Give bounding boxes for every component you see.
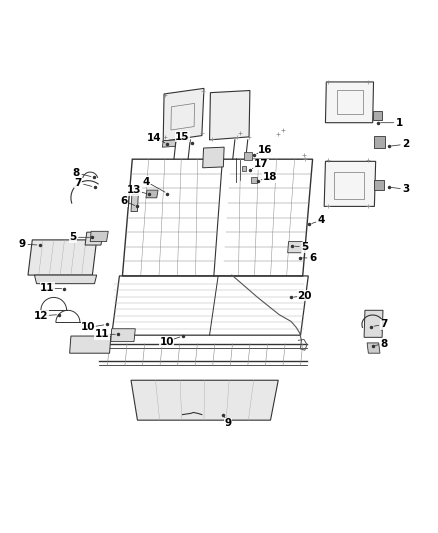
- Text: 2: 2: [402, 139, 410, 149]
- Bar: [251, 177, 257, 183]
- Text: 18: 18: [262, 172, 277, 182]
- Text: 9: 9: [224, 418, 231, 428]
- FancyBboxPatch shape: [373, 111, 382, 120]
- Text: 16: 16: [258, 145, 272, 155]
- Polygon shape: [90, 231, 108, 241]
- Text: 4: 4: [142, 176, 150, 187]
- Text: 11: 11: [40, 283, 55, 293]
- Polygon shape: [131, 380, 278, 420]
- FancyBboxPatch shape: [374, 136, 385, 148]
- Polygon shape: [209, 91, 250, 140]
- Text: 10: 10: [81, 322, 96, 333]
- Polygon shape: [364, 310, 383, 337]
- Text: 12: 12: [34, 311, 48, 321]
- FancyBboxPatch shape: [374, 180, 384, 190]
- Polygon shape: [325, 82, 374, 123]
- Text: 8: 8: [381, 339, 388, 349]
- Text: 6: 6: [309, 253, 316, 263]
- Polygon shape: [85, 232, 103, 245]
- Text: 5: 5: [301, 242, 308, 252]
- Polygon shape: [70, 336, 111, 353]
- Bar: [242, 166, 246, 171]
- Text: 3: 3: [402, 184, 410, 194]
- Text: 10: 10: [159, 337, 174, 346]
- Polygon shape: [324, 161, 376, 206]
- Text: 17: 17: [254, 159, 268, 169]
- Text: 7: 7: [381, 319, 388, 329]
- Polygon shape: [146, 190, 158, 198]
- Polygon shape: [131, 195, 138, 212]
- Text: 7: 7: [74, 178, 82, 188]
- Polygon shape: [163, 88, 204, 141]
- Text: 4: 4: [318, 215, 325, 225]
- Text: 13: 13: [127, 185, 141, 195]
- Text: 11: 11: [95, 329, 110, 340]
- Polygon shape: [367, 343, 380, 353]
- Text: 1: 1: [396, 118, 403, 128]
- Polygon shape: [111, 329, 135, 342]
- Polygon shape: [28, 240, 97, 275]
- Text: 8: 8: [73, 168, 80, 178]
- Polygon shape: [203, 147, 224, 168]
- Text: 14: 14: [147, 133, 162, 143]
- Text: 15: 15: [175, 132, 190, 142]
- Text: 9: 9: [19, 239, 26, 249]
- Text: 5: 5: [70, 232, 77, 243]
- Text: 6: 6: [120, 196, 127, 206]
- Text: 20: 20: [297, 290, 312, 301]
- Polygon shape: [288, 241, 302, 253]
- Polygon shape: [35, 275, 97, 284]
- Polygon shape: [162, 140, 176, 147]
- Bar: [244, 152, 252, 159]
